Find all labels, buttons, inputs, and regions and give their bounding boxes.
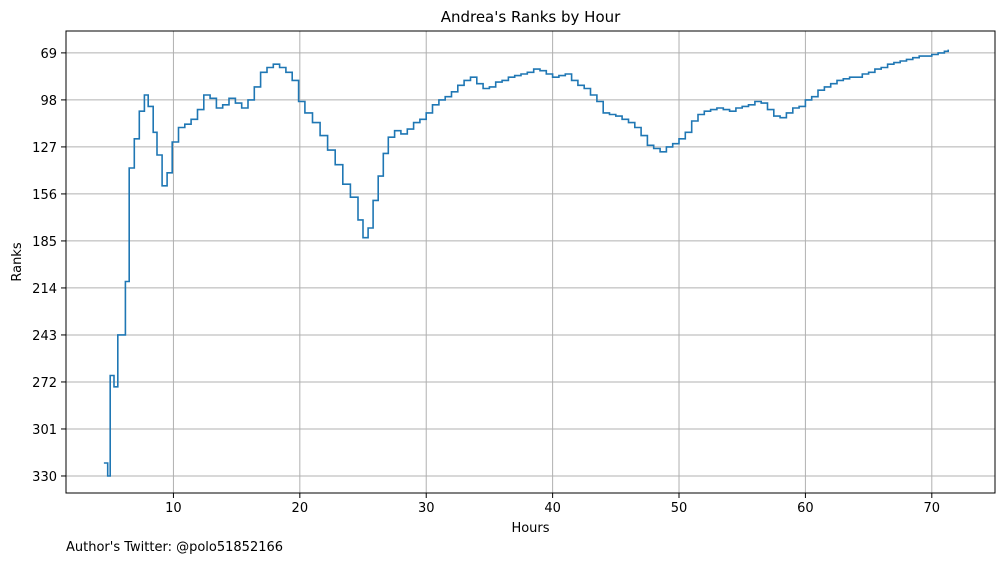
y-tick-label: 243 <box>32 329 57 344</box>
y-tick-label: 156 <box>32 188 57 203</box>
y-tick-label: 98 <box>40 94 57 109</box>
author-twitter-credit: Author's Twitter: @polo51852166 <box>66 540 283 555</box>
x-tick-label: 60 <box>797 501 814 516</box>
y-tick-label: 185 <box>32 235 57 250</box>
y-tick-label: 272 <box>32 376 57 391</box>
y-tick-label: 69 <box>40 47 57 62</box>
y-axis-title: Ranks <box>10 242 25 281</box>
series-line-ranks <box>103 49 949 477</box>
x-axis-title: Hours <box>511 521 549 536</box>
y-tick-label: 127 <box>32 141 57 156</box>
y-tick-label: 330 <box>32 470 57 485</box>
x-axis-ticks: 10 20 30 40 50 60 70 <box>165 493 940 516</box>
x-tick-label: 70 <box>924 501 941 516</box>
x-tick-label: 50 <box>671 501 688 516</box>
x-tick-label: 40 <box>544 501 561 516</box>
grid-lines <box>66 31 995 493</box>
y-tick-label: 301 <box>32 423 57 438</box>
x-tick-label: 10 <box>165 501 182 516</box>
x-tick-label: 20 <box>292 501 309 516</box>
y-tick-label: 214 <box>32 282 57 297</box>
y-axis-ticks: 69 98 127 156 185 214 243 272 301 330 <box>32 47 66 485</box>
chart-title: Andrea's Ranks by Hour <box>441 8 621 26</box>
x-tick-label: 30 <box>418 501 435 516</box>
plot-frame <box>65 30 996 494</box>
